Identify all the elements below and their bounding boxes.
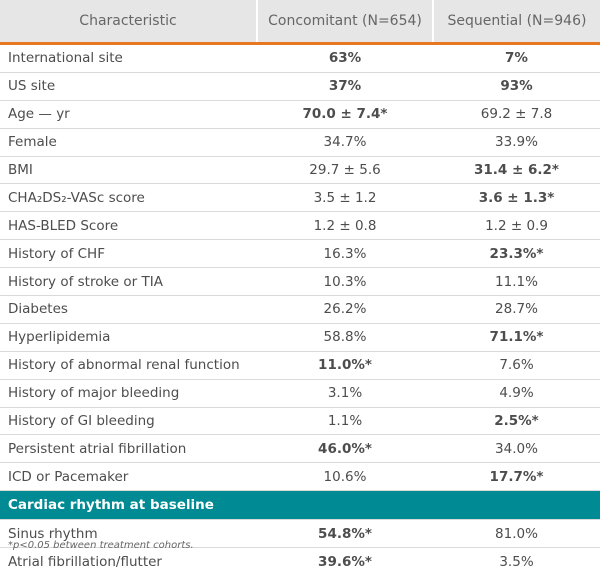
concomitant-value: 10.6% bbox=[257, 462, 433, 492]
concomitant-value: 54.8%* bbox=[257, 519, 433, 549]
sequential-value: 11.1% bbox=[433, 267, 600, 297]
row-label: ICD or Pacemaker bbox=[0, 462, 257, 492]
table-row: Sinus rhythm 54.8%* 81.0% bbox=[0, 519, 600, 549]
concomitant-value: 34.7% bbox=[257, 128, 433, 157]
table-row: History of major bleeding 3.1% 4.9% bbox=[0, 379, 600, 408]
table-row: HAS-BLED Score 1.2 ± 0.8 1.2 ± 0.9 bbox=[0, 211, 600, 241]
row-label: Female bbox=[0, 128, 257, 157]
table-row: Persistent atrial fibrillation 46.0%* 34.0… bbox=[0, 434, 600, 464]
concomitant-value: 26.2% bbox=[257, 295, 433, 324]
concomitant-value: 10.3% bbox=[257, 267, 433, 297]
table-row: ICD or Pacemaker 10.6% 17.7%* bbox=[0, 462, 600, 492]
sequential-value: 33.9% bbox=[433, 128, 600, 157]
sequential-value: 3.5% bbox=[433, 547, 600, 573]
row-label: CHA₂DS₂-VASc score bbox=[0, 183, 257, 213]
concomitant-value: 39.6%* bbox=[257, 547, 433, 573]
row-label: BMI bbox=[0, 156, 257, 185]
table-row: History of GI bleeding 1.1% 2.5%* bbox=[0, 407, 600, 436]
row-label: Persistent atrial fibrillation bbox=[0, 434, 257, 464]
row-label: History of major bleeding bbox=[0, 379, 257, 408]
table-row: History of CHF 16.3% 23.3%* bbox=[0, 239, 600, 269]
table-row: Atrial fibrillation/flutter 39.6%* 3.5% bbox=[0, 547, 600, 573]
table-row: History of stroke or TIA 10.3% 11.1% bbox=[0, 267, 600, 297]
table-row: US site 37% 93% bbox=[0, 72, 600, 101]
sequential-value: 4.9% bbox=[433, 379, 600, 408]
concomitant-value: 29.7 ± 5.6 bbox=[257, 156, 433, 185]
footnote: *p<0.05 between treatment cohorts. bbox=[8, 540, 194, 551]
sequential-value: 7% bbox=[433, 43, 600, 73]
concomitant-value: 37% bbox=[257, 72, 433, 101]
concomitant-value: 63% bbox=[257, 43, 433, 73]
table-row: BMI 29.7 ± 5.6 31.4 ± 6.2* bbox=[0, 156, 600, 185]
header-concomitant: Concomitant (N=654) bbox=[256, 0, 433, 45]
row-label: History of abnormal renal function bbox=[0, 351, 257, 380]
concomitant-value: 1.1% bbox=[257, 407, 433, 436]
row-label: Hyperlipidemia bbox=[0, 323, 257, 352]
row-label: Age — yr bbox=[0, 100, 257, 129]
row-label: Atrial fibrillation/flutter bbox=[0, 547, 257, 573]
concomitant-value: 11.0%* bbox=[257, 351, 433, 380]
sequential-value: 1.2 ± 0.9 bbox=[433, 211, 600, 241]
table-row: Age — yr 70.0 ± 7.4* 69.2 ± 7.8 bbox=[0, 100, 600, 129]
row-label: Sinus rhythm bbox=[0, 519, 257, 549]
row-label: International site bbox=[0, 43, 257, 73]
row-label: HAS-BLED Score bbox=[0, 211, 257, 241]
sequential-value: 31.4 ± 6.2* bbox=[433, 156, 600, 185]
table-row: Diabetes 26.2% 28.7% bbox=[0, 295, 600, 324]
row-label: US site bbox=[0, 72, 257, 101]
sequential-value: 3.6 ± 1.3* bbox=[433, 183, 600, 213]
sequential-value: 28.7% bbox=[433, 295, 600, 324]
table-row: History of abnormal renal function 11.0%*… bbox=[0, 351, 600, 380]
row-label: History of GI bleeding bbox=[0, 407, 257, 436]
sequential-value: 23.3%* bbox=[433, 239, 600, 269]
row-label: History of CHF bbox=[0, 239, 257, 269]
concomitant-value: 58.8% bbox=[257, 323, 433, 352]
concomitant-value: 1.2 ± 0.8 bbox=[257, 211, 433, 241]
header-row: Characteristic Concomitant (N=654) Seque… bbox=[0, 0, 600, 45]
sequential-value: 81.0% bbox=[433, 519, 600, 549]
concomitant-value: 3.5 ± 1.2 bbox=[257, 183, 433, 213]
section-title: Cardiac rhythm at baseline bbox=[0, 490, 600, 521]
table-row: Hyperlipidemia 58.8% 71.1%* bbox=[0, 323, 600, 352]
table-row: International site 63% 7% bbox=[0, 43, 600, 73]
sequential-value: 7.6% bbox=[433, 351, 600, 380]
sequential-value: 69.2 ± 7.8 bbox=[433, 100, 600, 129]
header-sequential: Sequential (N=946) bbox=[432, 0, 600, 45]
concomitant-value: 70.0 ± 7.4* bbox=[257, 100, 433, 129]
row-label: History of stroke or TIA bbox=[0, 267, 257, 297]
sequential-value: 17.7%* bbox=[433, 462, 600, 492]
table-row: CHA₂DS₂-VASc score 3.5 ± 1.2 3.6 ± 1.3* bbox=[0, 183, 600, 213]
sequential-value: 71.1%* bbox=[433, 323, 600, 352]
sequential-value: 34.0% bbox=[433, 434, 600, 464]
concomitant-value: 3.1% bbox=[257, 379, 433, 408]
sequential-value: 93% bbox=[433, 72, 600, 101]
concomitant-value: 46.0%* bbox=[257, 434, 433, 464]
sequential-value: 2.5%* bbox=[433, 407, 600, 436]
section-header-row: Cardiac rhythm at baseline bbox=[0, 490, 600, 521]
row-label: Diabetes bbox=[0, 295, 257, 324]
header-characteristic: Characteristic bbox=[0, 0, 257, 45]
table-row: Female 34.7% 33.9% bbox=[0, 128, 600, 157]
concomitant-value: 16.3% bbox=[257, 239, 433, 269]
